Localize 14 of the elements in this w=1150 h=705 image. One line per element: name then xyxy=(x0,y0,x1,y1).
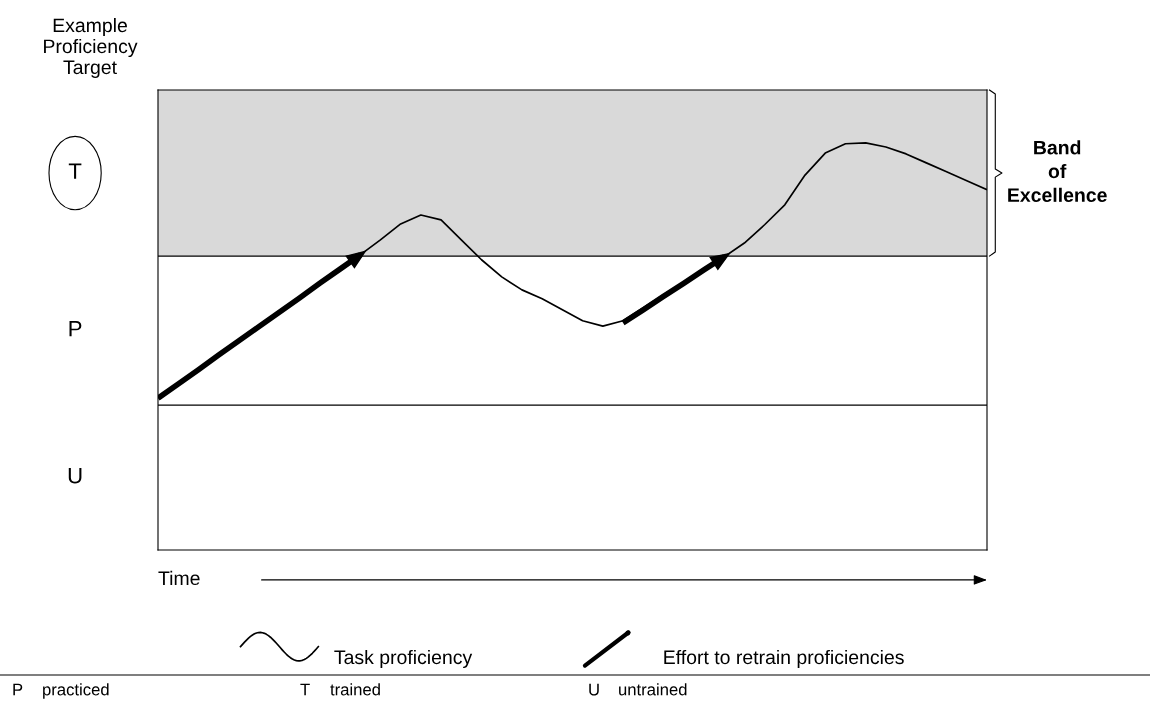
band-label: Band of Excellence xyxy=(1008,140,1107,203)
text: Time xyxy=(158,570,200,586)
text: untrained xyxy=(619,683,687,696)
legend-label: Effort to retrain proficiencies xyxy=(664,649,904,669)
text: trained xyxy=(330,683,380,696)
text: U xyxy=(589,683,599,696)
text: P xyxy=(13,683,23,696)
text: P xyxy=(69,321,82,337)
y-axis-title: Example Proficiency Target xyxy=(44,17,138,79)
text: T xyxy=(300,683,310,696)
legend-label: Task proficiency xyxy=(334,649,473,669)
text: T xyxy=(68,163,82,179)
text: U xyxy=(68,468,82,484)
text: practiced xyxy=(43,683,109,699)
